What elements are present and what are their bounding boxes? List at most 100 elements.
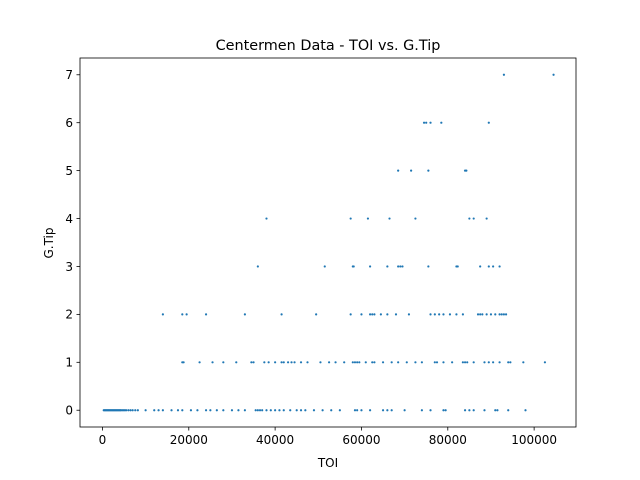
- data-point: [429, 313, 432, 316]
- data-point: [353, 361, 357, 364]
- data-point: [420, 409, 423, 412]
- data-point: [420, 361, 423, 364]
- y-tick-label: 5: [65, 164, 73, 178]
- data-point: [366, 217, 370, 220]
- data-point: [401, 265, 404, 268]
- data-point: [552, 73, 555, 76]
- data-point: [209, 409, 212, 412]
- data-point: [451, 361, 454, 364]
- data-point: [215, 409, 218, 412]
- x-axis-ticks: 0 20000 40000 60000 80000 100000: [99, 427, 557, 447]
- data-point: [267, 361, 270, 364]
- data-point: [198, 361, 201, 364]
- data-point: [189, 409, 193, 412]
- points-layer: [102, 73, 555, 412]
- data-point: [405, 361, 408, 364]
- data-point: [222, 361, 225, 364]
- data-point: [394, 313, 398, 316]
- data-point: [498, 361, 501, 364]
- data-point: [483, 361, 486, 364]
- data-point: [129, 409, 132, 412]
- data-point: [504, 313, 508, 316]
- data-point: [304, 409, 307, 412]
- data-point: [427, 169, 430, 172]
- y-tick-label: 4: [65, 212, 73, 226]
- data-point: [286, 361, 290, 364]
- data-point: [386, 313, 389, 316]
- y-tick-label: 1: [65, 356, 73, 370]
- y-axis-label: G.Tip: [42, 227, 56, 258]
- data-point: [440, 121, 443, 124]
- data-point: [356, 361, 359, 364]
- data-point: [230, 409, 234, 412]
- data-point: [502, 73, 506, 76]
- chart-title: Centermen Data - TOI vs. G.Tip: [216, 38, 441, 54]
- data-point: [481, 313, 484, 316]
- data-point: [254, 409, 257, 412]
- data-point: [282, 409, 285, 412]
- data-point: [136, 409, 139, 412]
- data-point: [157, 409, 160, 412]
- data-point: [371, 313, 374, 316]
- data-point: [522, 361, 525, 364]
- x-tick-label: 60000: [342, 433, 380, 447]
- y-tick-label: 3: [65, 260, 73, 274]
- data-point: [442, 409, 445, 412]
- data-point: [323, 265, 326, 268]
- data-point: [466, 361, 469, 364]
- data-point: [414, 361, 417, 364]
- data-point: [290, 361, 293, 364]
- data-point: [390, 409, 393, 412]
- data-point: [379, 313, 382, 316]
- data-point: [274, 409, 277, 412]
- data-point: [463, 409, 467, 412]
- data-point: [390, 361, 393, 364]
- data-point: [368, 265, 372, 268]
- data-point: [494, 409, 497, 412]
- data-point: [263, 361, 266, 364]
- data-point: [280, 361, 283, 364]
- data-point: [131, 409, 134, 412]
- data-point: [472, 409, 475, 412]
- data-point: [543, 361, 547, 364]
- data-point: [256, 265, 259, 268]
- data-point: [360, 409, 363, 412]
- data-point: [278, 409, 281, 412]
- data-point: [256, 409, 259, 412]
- data-point: [472, 361, 475, 364]
- data-point: [468, 217, 471, 220]
- data-point: [476, 313, 480, 316]
- data-point: [507, 361, 510, 364]
- data-point: [181, 313, 184, 316]
- data-point: [485, 313, 488, 316]
- data-point: [204, 313, 208, 316]
- data-point: [269, 409, 272, 412]
- x-tick-label: 0: [99, 433, 107, 447]
- data-point: [433, 361, 436, 364]
- data-point: [492, 265, 495, 268]
- data-point: [456, 265, 459, 268]
- y-tick-label: 7: [65, 68, 73, 82]
- data-point: [492, 361, 495, 364]
- data-point: [182, 361, 185, 364]
- data-point: [414, 217, 417, 220]
- data-point: [161, 409, 164, 412]
- data-point: [496, 409, 499, 412]
- data-point: [315, 313, 318, 316]
- data-point: [397, 265, 400, 268]
- data-point: [461, 313, 464, 316]
- data-point: [222, 409, 225, 412]
- data-point: [153, 409, 156, 412]
- data-point: [343, 361, 346, 364]
- data-point: [483, 409, 486, 412]
- data-point: [433, 313, 436, 316]
- data-point: [176, 409, 180, 412]
- data-point: [237, 409, 240, 412]
- data-point: [360, 313, 363, 316]
- data-point: [181, 409, 184, 412]
- data-point: [351, 361, 354, 364]
- data-point: [211, 361, 214, 364]
- data-point: [468, 409, 471, 412]
- data-point: [280, 313, 283, 316]
